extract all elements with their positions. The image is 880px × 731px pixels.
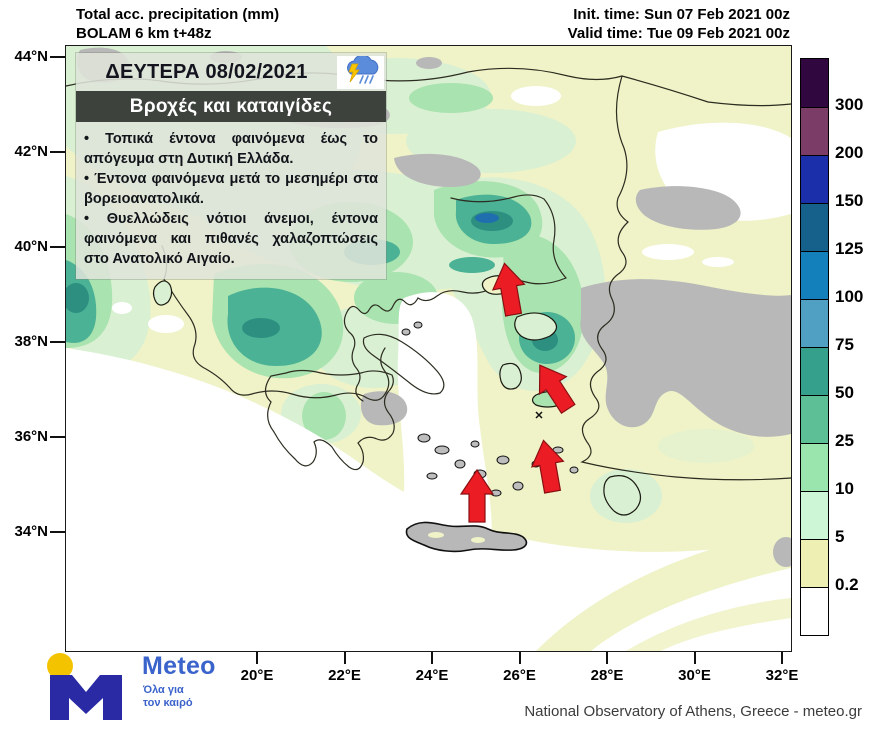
product-line: Total acc. precipitation (mm) — [76, 6, 280, 23]
forecast-headline: Βροχές και καταιγίδες — [76, 91, 386, 122]
red-arrow-icon — [491, 262, 526, 317]
colorbar-segment — [801, 59, 828, 107]
meteo-logo: Meteo Όλα για τον καιρό — [36, 650, 266, 728]
colorbar-label: 75 — [835, 335, 854, 354]
meteo-logo-icon — [47, 653, 122, 720]
lon-tick-mark — [518, 651, 521, 664]
colorbar-segment — [801, 155, 828, 203]
precipitation-colorbar — [800, 58, 829, 636]
lat-tick-mark — [50, 56, 65, 58]
lon-tick-mark — [693, 651, 696, 664]
lat-tick-mark — [50, 341, 65, 343]
forecast-bullet: Τοπικά έντονα φαινόμενα έως το απόγευμα … — [84, 129, 378, 169]
colorbar-label: 5 — [835, 527, 845, 546]
forecast-date: ΔΕΥΤΕΡΑ 08/02/2021 — [105, 60, 308, 83]
colorbar-label: 200 — [835, 143, 864, 162]
lon-tick-label: 26°E — [503, 667, 536, 684]
storm-cloud-lightning-rain-icon — [337, 55, 384, 89]
attribution-text: National Observatory of Athens, Greece -… — [524, 703, 862, 720]
lon-tick-label: 32°E — [765, 667, 799, 684]
lat-tick-label: 34°N — [14, 523, 48, 540]
red-arrow-icon — [530, 439, 565, 494]
lon-tick-mark — [343, 651, 346, 664]
colorbar-label: 150 — [835, 191, 864, 210]
aegean-islands — [152, 275, 642, 516]
lat-tick-mark — [50, 246, 65, 248]
forecast-info-box: ΔΕΥΤΕΡΑ 08/02/2021 Βροχές και καταιγίδες… — [76, 53, 386, 279]
model-line: BOLAM 6 km t+48z — [76, 25, 212, 42]
forecast-bullet: Θυελλώδεις νότιοι άνεμοι, έντονα φαινόμε… — [84, 209, 378, 269]
colorbar-label: 10 — [835, 479, 854, 498]
colorbar-segment — [801, 299, 828, 347]
lon-tick-mark — [606, 651, 608, 664]
lat-tick-mark — [50, 531, 65, 533]
lon-tick-mark — [781, 651, 783, 664]
lon-tick-label: 24°E — [415, 667, 449, 684]
lon-tick-label: 30°E — [678, 667, 711, 684]
colorbar-label: 25 — [835, 431, 854, 450]
valid-time: Valid time: Tue 09 Feb 2021 00z — [567, 25, 790, 42]
colorbar-segment — [801, 107, 828, 155]
lon-tick-label: 22°E — [328, 667, 361, 684]
crete-island — [405, 521, 528, 553]
red-arrow-icon — [459, 468, 495, 523]
meteo-logo-tagline: Όλα για τον καιρό — [143, 684, 193, 709]
meteo-logo-text: Meteo — [142, 652, 216, 680]
product-title: Total acc. precipitation (mm) BOLAM 6 km… — [76, 5, 279, 43]
colorbar-segment — [801, 203, 828, 251]
red-arrow-icon — [538, 364, 576, 414]
lat-tick-label: 42°N — [14, 143, 48, 160]
colorbar-segment — [801, 443, 828, 491]
forecast-bullet: Έντονα φαινόμενα μετά το μεσημέρι στα βο… — [84, 169, 378, 209]
init-time: Init. time: Sun 07 Feb 2021 00z — [573, 6, 790, 23]
lon-tick-label: 20°E — [240, 667, 274, 684]
map-frame: ΔΕΥΤΕΡΑ 08/02/2021 Βροχές και καταιγίδες… — [65, 45, 792, 652]
colorbar-segment — [801, 491, 828, 539]
colorbar-label: 100 — [835, 287, 864, 306]
colorbar-segment — [801, 539, 828, 587]
lat-tick-label: 38°N — [14, 333, 48, 350]
colorbar-label: 50 — [835, 383, 854, 402]
colorbar-segment — [801, 347, 828, 395]
colorbar-segment — [801, 395, 828, 443]
lon-tick-label: 28°E — [590, 667, 624, 684]
run-times: Init. time: Sun 07 Feb 2021 00z Valid ti… — [568, 5, 790, 43]
lat-tick-label: 40°N — [14, 238, 48, 255]
colorbar-label: 300 — [835, 95, 864, 114]
lat-tick-label: 36°N — [14, 428, 48, 445]
colorbar-label: 125 — [835, 239, 864, 258]
forecast-bullet-list: Τοπικά έντονα φαινόμενα έως το απόγευμα … — [76, 122, 386, 279]
lat-tick-label: 44°N — [14, 48, 48, 65]
colorbar-label: 0.2 — [835, 575, 859, 594]
lon-tick-mark — [256, 651, 258, 664]
lon-tick-mark — [431, 651, 433, 664]
lat-tick-mark — [50, 151, 65, 153]
lat-tick-mark — [50, 436, 65, 438]
colorbar-segment — [801, 587, 828, 635]
colorbar-segment — [801, 251, 828, 299]
wind-flow-arrows — [459, 262, 576, 523]
